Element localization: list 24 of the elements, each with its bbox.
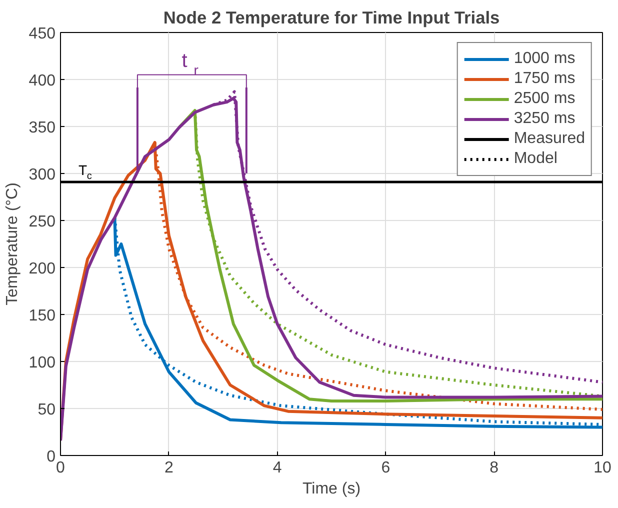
- x-tick-label: 10: [594, 460, 612, 476]
- y-tick-label: 200: [28, 260, 56, 278]
- legend-label: 3250 ms: [514, 110, 576, 128]
- y-tick-label: 50: [38, 402, 56, 418]
- y-tick-label: 450: [28, 26, 56, 42]
- y-tick-label: 0: [46, 448, 56, 466]
- y-tick-label: 300: [28, 166, 56, 184]
- y-tick-label: 100: [28, 354, 56, 372]
- legend-label: Measured: [514, 130, 585, 148]
- x-tick-label: 4: [272, 460, 282, 476]
- x-tick-label: 2: [164, 460, 174, 476]
- y-tick-label: 150: [28, 308, 56, 324]
- x-tick-label: 6: [381, 460, 390, 476]
- y-tick-label: 400: [28, 72, 56, 90]
- legend-label: 2500 ms: [514, 90, 576, 108]
- legend-label: 1750 ms: [514, 70, 576, 88]
- y-axis-title: Temperature (°C): [4, 182, 21, 306]
- legend-label: Model: [514, 150, 558, 168]
- chart-title: Node 2 Temperature for Time Input Trials: [163, 8, 500, 28]
- y-tick-label: 250: [28, 214, 56, 230]
- x-axis-title: Time (s): [302, 480, 361, 498]
- y-tick-label: 350: [28, 120, 56, 136]
- legend-label: 1000 ms: [514, 50, 576, 68]
- x-tick-label: 8: [490, 460, 499, 476]
